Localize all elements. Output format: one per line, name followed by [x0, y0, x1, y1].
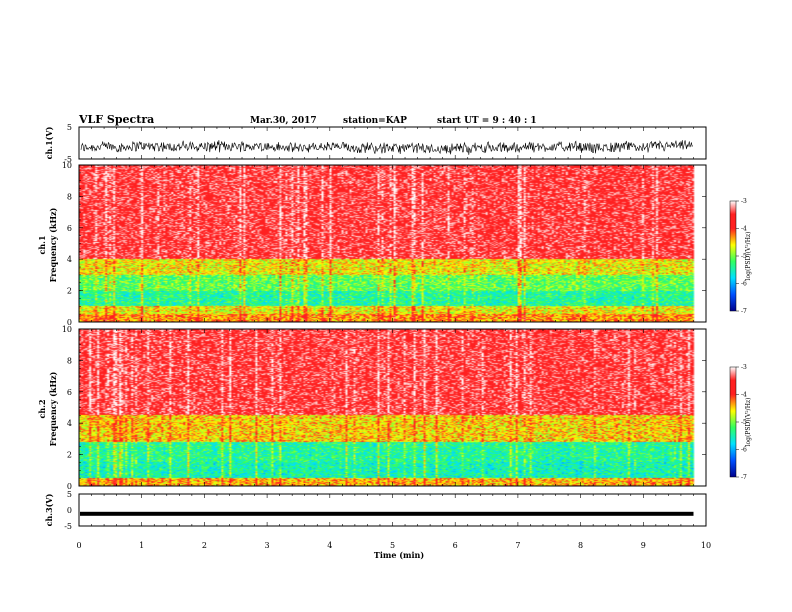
ch2-colorbar: -3 -4 -5 -6 -7 log(PSD)(V²/Hz) [729, 364, 752, 481]
time-axis-tick-labels: 0 1 2 3 4 5 6 7 8 9 10 [76, 541, 711, 550]
y-tick-label: 2 [67, 287, 72, 296]
start-time-label: start UT = 9 : 40 : 1 [437, 116, 537, 126]
colorbar-tick-label: -5 [741, 419, 747, 426]
time-tick-label: 1 [139, 541, 144, 550]
ch2-spectrogram-x-ticks [78, 329, 707, 486]
time-tick-label: 3 [265, 541, 270, 550]
ch1-spectrogram-x-ticks [78, 165, 707, 322]
y-tick-label: 10 [62, 325, 72, 334]
y-tick-label: 10 [62, 161, 72, 170]
time-tick-label: 0 [76, 541, 81, 550]
ch1-x-ticks [78, 127, 707, 159]
y-tick-label: 8 [67, 356, 72, 365]
ch2-colorbar-gradient [729, 366, 737, 478]
ch2-colorbar-label: log(PSD)(V²/Hz) [745, 398, 752, 447]
y-tick-label: 4 [67, 419, 72, 428]
ch1-waveform-line [80, 140, 693, 155]
colorbar-tick-label: -4 [741, 392, 747, 399]
colorbar-tick-label: -7 [741, 308, 747, 315]
ch2-spectrogram-y-ticks: 0 2 4 6 8 10 [62, 325, 706, 491]
y-tick-label: 2 [67, 451, 72, 460]
ch3-ytick-top: 5 [67, 490, 72, 499]
ch1-waveform-frame [78, 126, 707, 160]
time-tick-label: 2 [202, 541, 207, 550]
time-tick-label: 8 [578, 541, 583, 550]
time-tick-label: 4 [327, 541, 332, 550]
time-tick-label: 10 [701, 541, 711, 550]
ch1-channel-label: ch.1 [37, 235, 47, 254]
colorbar-tick-label: -5 [741, 253, 747, 260]
colorbar-tick-label: -6 [741, 447, 747, 454]
ch1-colorbar-ticks: -3 -4 -5 -6 -7 [736, 198, 747, 315]
y-tick-label: 0 [67, 482, 72, 491]
ch3-waveform-line [80, 511, 694, 516]
y-tick-label: 8 [67, 192, 72, 201]
ch3-ytick-bottom: -5 [64, 522, 72, 531]
y-tick-label: 6 [67, 224, 72, 233]
ch3-waveform-frame [78, 493, 707, 527]
figure-title: VLF Spectra [78, 113, 154, 126]
station-label: station=KAP [343, 116, 407, 126]
ch1-spectrogram-image [79, 165, 706, 322]
ch1-ytick-top: 5 [67, 123, 72, 132]
y-tick-label: 6 [67, 388, 72, 397]
colorbar-tick-label: -6 [741, 281, 747, 288]
ch2-channel-label: ch.2 [37, 399, 47, 418]
ch1-spectrogram-y-ticks: 0 2 4 6 8 10 [62, 161, 706, 327]
y-tick-label: 4 [67, 255, 72, 264]
ch1-colorbar: -3 -4 -5 -6 -7 log(PSD)(V²/Hz) [729, 198, 752, 315]
ch1-colorbar-gradient [729, 200, 737, 312]
ch3-x-ticks [78, 494, 707, 526]
colorbar-tick-label: -3 [741, 198, 747, 205]
time-tick-label: 5 [390, 541, 395, 550]
time-tick-label: 7 [515, 541, 520, 550]
ch1-waveform-ylabel: ch.1(V) [44, 126, 54, 159]
ch3-waveform-panel: 5 0 -5 ch.3(V) 0 1 2 3 4 5 6 7 8 9 10 Time (min) [44, 490, 711, 560]
ch1-frequency-label: Frequency (kHz) [48, 207, 58, 282]
ch3-ytick-middle: 0 [67, 506, 72, 515]
ch1-ytick-bottom: -5 [64, 155, 72, 164]
ch2-spectrogram-panel: 0 2 4 6 8 10 ch.2 Frequency (kHz) [37, 325, 707, 491]
ch1-waveform-panel: 5 -5 ch.1(V) [44, 123, 707, 164]
ch3-waveform-ylabel: ch.3(V) [44, 493, 54, 526]
date-label: Mar.30, 2017 [250, 116, 317, 126]
time-axis-label: Time (min) [374, 550, 424, 560]
colorbar-tick-label: -7 [741, 474, 747, 481]
time-tick-label: 9 [641, 541, 646, 550]
ch1-spectrogram-panel: 0 2 4 6 8 10 ch.1 Frequency (kHz) [37, 161, 707, 327]
time-tick-label: 6 [453, 541, 458, 550]
colorbar-tick-label: -4 [741, 226, 747, 233]
ch2-colorbar-ticks: -3 -4 -5 -6 -7 [736, 364, 747, 481]
ch2-frequency-label: Frequency (kHz) [48, 371, 58, 446]
ch2-spectrogram-image [79, 329, 706, 486]
y-tick-label: 0 [67, 318, 72, 327]
ch1-colorbar-label: log(PSD)(V²/Hz) [745, 232, 752, 281]
colorbar-tick-label: -3 [741, 364, 747, 371]
